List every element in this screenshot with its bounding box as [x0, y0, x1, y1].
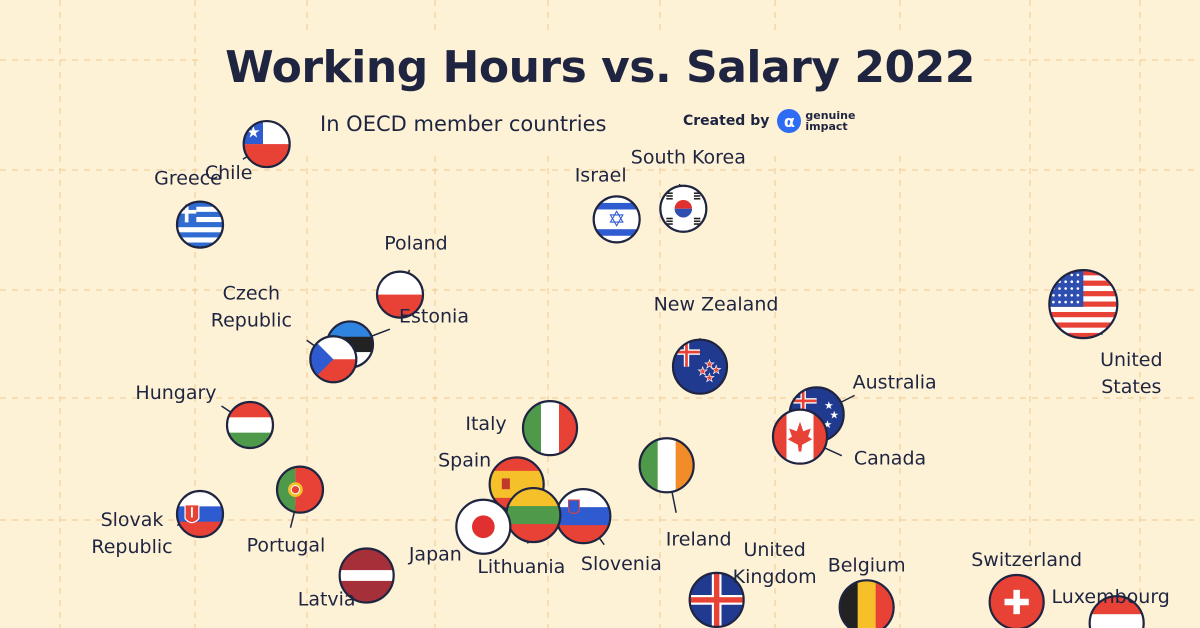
point-label: South Korea [631, 147, 746, 169]
svg-text:★: ★ [824, 399, 834, 412]
point-label: Spain [438, 449, 491, 471]
point-luxembourg: Luxembourg [1051, 586, 1170, 628]
point-label: Slovak Republic [91, 509, 172, 558]
point-label: Switzerland [971, 549, 1082, 571]
point-label: Hungary [135, 382, 216, 404]
ireland-flag-icon [638, 437, 695, 494]
point-belgium: Belgium [828, 554, 906, 628]
greece-flag-icon [175, 200, 225, 249]
point-switzerland: Switzerland [971, 549, 1082, 628]
point-label: United Kingdom [733, 539, 817, 588]
point-united-kingdom: United Kingdom [688, 539, 817, 628]
point-label: Lithuania [477, 556, 565, 578]
credit-block: Created by α genuine impact [683, 109, 865, 133]
point-label: Canada [854, 448, 926, 470]
czech-republic-flag-icon [309, 335, 358, 384]
point-united-states: United States [1048, 269, 1163, 398]
point-slovenia: Slovenia [555, 488, 662, 575]
luxembourg-flag-icon [1088, 595, 1145, 628]
point-czech-republic: Czech Republic [211, 282, 358, 384]
point-latvia: Latvia [298, 547, 395, 611]
slovenia-flag-icon [555, 488, 612, 545]
point-label: Estonia [399, 305, 469, 327]
point-label: New Zealand [654, 294, 779, 316]
credit-label: Created by [683, 113, 770, 129]
point-label: Australia [853, 371, 937, 393]
svg-text:★: ★ [704, 371, 714, 385]
switzerland-flag-icon [988, 573, 1045, 628]
point-japan: Japan [408, 498, 512, 566]
israel-flag-icon: ✡ [592, 195, 641, 244]
south-korea-flag-icon [659, 184, 708, 233]
canada-flag-icon [771, 408, 829, 465]
svg-text:★: ★ [829, 408, 839, 421]
united-states-flag-icon [1048, 269, 1119, 340]
svg-text:★: ★ [698, 364, 708, 378]
poland-flag-icon [375, 270, 425, 319]
point-poland: Poland [375, 233, 448, 319]
point-label: Luxembourg [1051, 586, 1169, 608]
svg-text:★: ★ [704, 357, 714, 371]
point-label: Latvia [298, 589, 356, 611]
point-south-korea: South Korea [631, 147, 746, 233]
slovakia-flag-icon [175, 489, 225, 539]
svg-text:★: ★ [823, 418, 833, 431]
italy-flag-icon [521, 400, 579, 457]
point-label: Greece [154, 168, 222, 190]
point-canada: Canada [771, 408, 926, 470]
new-zealand-flag-icon: ★★★★ [671, 338, 729, 395]
svg-text:✡: ✡ [608, 208, 626, 233]
point-new-zealand: ★★★★ New Zealand [654, 294, 779, 395]
point-portugal: Portugal [247, 465, 326, 557]
point-ireland: Ireland [638, 437, 732, 550]
svg-text:★: ★ [711, 362, 721, 376]
chart-title: Working Hours vs. Salary 2022 [225, 42, 975, 93]
point-label: United States [1100, 349, 1162, 398]
portugal-flag-icon [275, 465, 325, 514]
point-label: Italy [465, 413, 506, 435]
lithuania-flag-icon [505, 486, 562, 544]
title-backdrop [200, 30, 980, 150]
point-lithuania: Lithuania [477, 486, 565, 578]
point-label: Czech Republic [211, 282, 292, 331]
point-label: Chile [205, 162, 253, 184]
japan-flag-icon [455, 498, 512, 555]
point-chile: ★Chile [205, 119, 291, 184]
point-label: Israel [575, 164, 627, 186]
chart-subtitle: In OECD member countries [320, 112, 607, 136]
brand-name: genuine impact [805, 109, 856, 133]
latvia-flag-icon [338, 547, 395, 604]
point-label: Slovenia [581, 553, 662, 575]
belgium-flag-icon [838, 579, 895, 628]
genuine-impact-logo-icon: α [777, 109, 802, 133]
point-label: Ireland [666, 528, 732, 550]
chile-flag-icon: ★ [242, 119, 291, 169]
point-label: Poland [384, 233, 447, 255]
point-italy: Italy [465, 400, 579, 457]
point-label: Belgium [828, 554, 906, 576]
point-label: Japan [408, 544, 462, 566]
united-kingdom-flag-icon [688, 571, 745, 628]
hungary-flag-icon [225, 400, 275, 450]
point-hungary: Hungary [135, 382, 275, 450]
point-greece: Greece [154, 168, 225, 249]
point-israel: ✡ Israel [575, 164, 641, 244]
point-label: Portugal [247, 535, 326, 557]
point-slovakia: Slovak Republic [91, 489, 225, 558]
